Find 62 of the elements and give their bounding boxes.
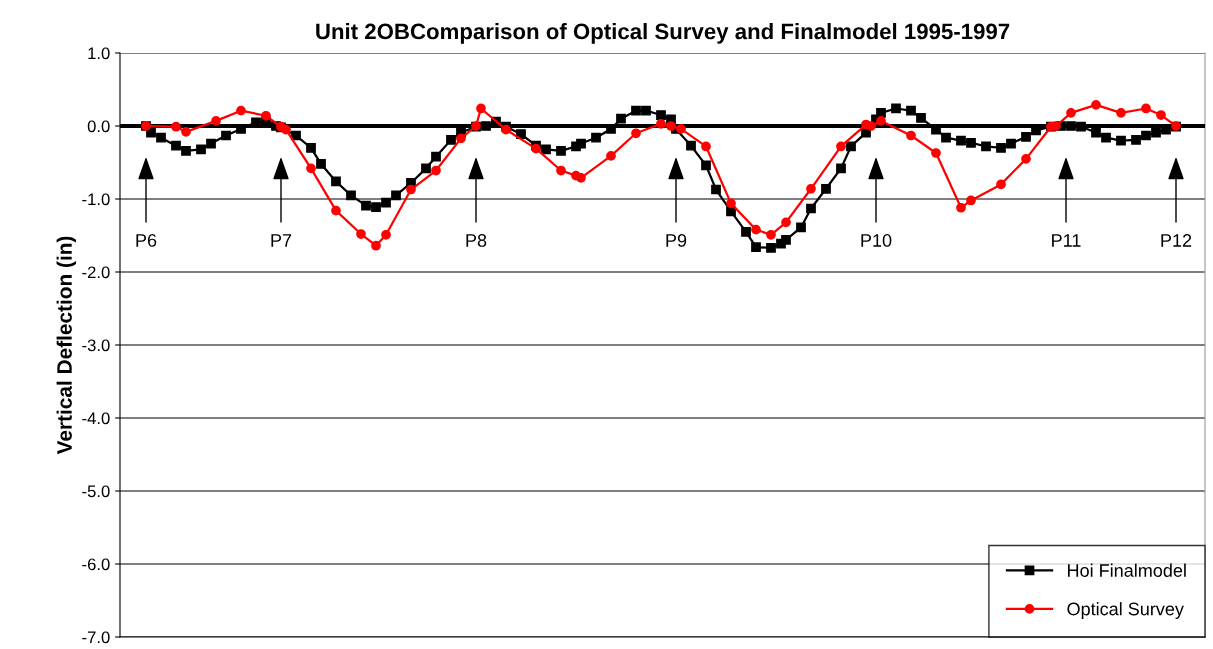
point bbox=[576, 172, 586, 183]
point bbox=[281, 124, 291, 135]
point bbox=[556, 165, 566, 176]
point bbox=[371, 240, 381, 251]
point bbox=[631, 128, 641, 139]
point bbox=[751, 224, 761, 235]
y-tick-label: 1.0 bbox=[88, 47, 110, 60]
x-tick-label: P12 bbox=[1161, 234, 1192, 247]
point bbox=[836, 141, 846, 152]
y-tick-label: -5.0 bbox=[82, 485, 110, 498]
point bbox=[1116, 107, 1126, 118]
x-tick-label: P11 bbox=[1052, 234, 1081, 247]
y-tick-label: -2.0 bbox=[82, 266, 110, 279]
point bbox=[966, 195, 976, 206]
chart-title: Unit 2OBComparison of Optical Survey and Finalmodel 1995-1997 bbox=[316, 23, 1010, 44]
y-tick-label: -7.0 bbox=[82, 631, 110, 644]
y-tick-label: -6.0 bbox=[82, 558, 110, 571]
point bbox=[456, 133, 466, 144]
x-tick-label: P7 bbox=[271, 234, 292, 247]
point bbox=[931, 148, 941, 158]
point bbox=[781, 217, 791, 228]
point bbox=[331, 205, 341, 216]
point bbox=[1156, 110, 1166, 120]
point bbox=[381, 229, 391, 240]
point bbox=[766, 229, 776, 240]
point bbox=[181, 126, 191, 137]
point bbox=[866, 121, 876, 131]
point bbox=[356, 229, 366, 239]
x-tick-label: P8 bbox=[466, 234, 487, 247]
point bbox=[996, 179, 1006, 190]
y-tick-label: -3.0 bbox=[82, 339, 110, 352]
y-tick-label: -1.0 bbox=[82, 193, 110, 206]
x-tick-label: P9 bbox=[666, 234, 687, 247]
point bbox=[666, 121, 676, 131]
legend-label: Optical Survey bbox=[1067, 602, 1184, 619]
point bbox=[906, 130, 916, 141]
point bbox=[211, 116, 221, 126]
point bbox=[171, 121, 181, 132]
point bbox=[701, 141, 711, 152]
point bbox=[676, 124, 686, 134]
point bbox=[1091, 99, 1101, 110]
x-tick-label: P10 bbox=[861, 234, 892, 247]
point bbox=[236, 105, 246, 116]
point bbox=[1066, 107, 1076, 118]
point bbox=[431, 165, 441, 176]
point bbox=[406, 184, 416, 195]
point bbox=[606, 151, 616, 161]
point bbox=[656, 118, 666, 129]
point bbox=[806, 183, 816, 194]
y-tick-label: -4.0 bbox=[82, 412, 110, 425]
point bbox=[306, 163, 316, 174]
point bbox=[261, 110, 271, 121]
point bbox=[956, 202, 966, 213]
point bbox=[476, 103, 486, 114]
point bbox=[876, 116, 886, 126]
y-tick-label: 0.0 bbox=[87, 120, 110, 133]
point bbox=[726, 198, 736, 209]
x-tick-label: P6 bbox=[136, 234, 157, 247]
point bbox=[1021, 153, 1031, 164]
legend-label: Hoi Finalmodel bbox=[1068, 563, 1186, 577]
y-axis-title: Vertical Deflection (in) bbox=[56, 236, 77, 455]
point bbox=[1141, 103, 1151, 114]
